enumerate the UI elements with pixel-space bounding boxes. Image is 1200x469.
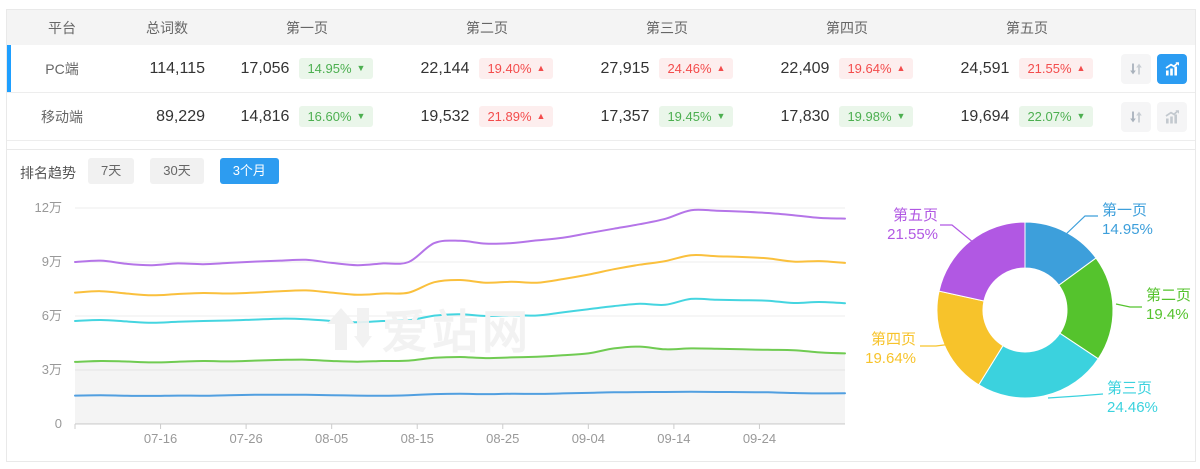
bar-chart-icon xyxy=(1165,109,1179,123)
section-divider xyxy=(7,149,1195,150)
col-header-platform: 平台 xyxy=(48,19,76,36)
col-header-page2: 第二页 xyxy=(466,19,508,36)
total-words-value: 89,229 xyxy=(156,107,205,125)
svg-text:19.64%: 19.64% xyxy=(865,350,916,367)
col-header-total: 总词数 xyxy=(146,19,188,36)
platform-name: PC端 xyxy=(45,60,79,77)
tab-3-months[interactable]: 3个月 xyxy=(219,158,279,184)
page3-count: 17,357 xyxy=(600,107,650,125)
page4-cell: 17,830 19.98% ▼ xyxy=(757,106,937,127)
page3-change-badge: 24.46% ▲ xyxy=(659,58,734,79)
svg-text:09-14: 09-14 xyxy=(657,431,690,446)
page1-cell: 17,056 14.95% ▼ xyxy=(217,58,397,79)
svg-text:08-15: 08-15 xyxy=(401,431,434,446)
sort-updown-button[interactable] xyxy=(1121,101,1151,132)
page3-cell: 17,357 19.45% ▼ xyxy=(577,106,757,127)
page2-cell: 19,532 21.89% ▲ xyxy=(397,106,577,127)
trend-arrow-icon: ▲ xyxy=(536,63,546,73)
svg-text:0: 0 xyxy=(55,416,62,431)
show-trend-chart-button[interactable] xyxy=(1157,53,1187,84)
page5-change-badge: 21.55% ▲ xyxy=(1019,58,1094,79)
svg-text:14.95%: 14.95% xyxy=(1102,221,1153,238)
sort-updown-button[interactable] xyxy=(1121,53,1151,84)
svg-text:第三页: 第三页 xyxy=(1107,379,1152,397)
trend-arrow-icon: ▲ xyxy=(716,63,726,73)
bar-chart-icon xyxy=(1165,61,1179,75)
row-actions xyxy=(1117,101,1195,132)
page5-count: 24,591 xyxy=(960,59,1010,77)
page3-change-badge: 19.45% ▼ xyxy=(659,106,734,127)
svg-text:第一页: 第一页 xyxy=(1102,201,1147,219)
page2-change-badge: 21.89% ▲ xyxy=(479,106,554,127)
tab-7-days[interactable]: 7天 xyxy=(88,158,135,184)
svg-text:第二页: 第二页 xyxy=(1146,286,1191,304)
page4-count: 17,830 xyxy=(780,107,830,125)
page1-count: 14,816 xyxy=(240,107,290,125)
page5-change-badge: 22.07% ▼ xyxy=(1019,106,1094,127)
page5-cell: 24,591 21.55% ▲ xyxy=(937,58,1117,79)
total-words-value: 114,115 xyxy=(149,59,205,77)
svg-text:第四页: 第四页 xyxy=(871,330,916,348)
page1-change-badge: 14.95% ▼ xyxy=(299,58,374,79)
table-header: 平台 总词数 第一页 第二页 第三页 第四页 第五页 xyxy=(7,10,1195,45)
page4-change-badge: 19.64% ▲ xyxy=(839,58,914,79)
time-range-tabs: 7天 30天 3个月 xyxy=(88,158,279,184)
svg-text:24.46%: 24.46% xyxy=(1107,399,1158,416)
trend-section-title: 排名趋势 xyxy=(20,165,76,181)
page5-cell: 19,694 22.07% ▼ xyxy=(937,106,1117,127)
table-row-pc[interactable]: PC端 114,115 17,056 14.95% ▼ 22,144 19.40%… xyxy=(7,45,1195,93)
svg-text:12万: 12万 xyxy=(35,200,62,215)
page2-count: 22,144 xyxy=(420,59,470,77)
col-header-page1: 第一页 xyxy=(286,19,328,36)
page2-change-badge: 19.40% ▲ xyxy=(479,58,554,79)
page-share-donut-chart[interactable]: 第一页 14.95% 第二页 19.4% 第三页 24.46% 第四页 19.64% 第五页 21… xyxy=(860,188,1198,460)
trend-arrow-icon: ▼ xyxy=(716,111,726,121)
trend-arrow-icon: ▲ xyxy=(536,111,546,121)
page2-cell: 22,144 19.40% ▲ xyxy=(397,58,577,79)
platform-name: 移动端 xyxy=(41,108,83,125)
page3-count: 27,915 xyxy=(600,59,650,77)
svg-text:19.4%: 19.4% xyxy=(1146,306,1189,323)
svg-text:09-24: 09-24 xyxy=(743,431,776,446)
table-row-mobile[interactable]: 移动端 89,229 14,816 16.60% ▼ 19,532 21.89% ▲… xyxy=(7,93,1195,141)
trend-arrow-icon: ▲ xyxy=(1076,63,1086,73)
trend-arrow-icon: ▼ xyxy=(896,111,906,121)
page1-change-badge: 16.60% ▼ xyxy=(299,106,374,127)
trend-arrow-icon: ▼ xyxy=(356,111,366,121)
row-actions xyxy=(1117,53,1195,84)
page4-change-badge: 19.98% ▼ xyxy=(839,106,914,127)
svg-text:9万: 9万 xyxy=(42,254,62,269)
svg-text:3万: 3万 xyxy=(42,362,62,377)
svg-text:07-16: 07-16 xyxy=(144,431,177,446)
sort-updown-icon xyxy=(1130,63,1142,74)
tab-30-days[interactable]: 30天 xyxy=(150,158,204,184)
svg-text:07-26: 07-26 xyxy=(229,431,262,446)
svg-text:第五页: 第五页 xyxy=(893,206,938,224)
page1-cell: 14,816 16.60% ▼ xyxy=(217,106,397,127)
svg-text:08-25: 08-25 xyxy=(486,431,519,446)
trend-arrow-icon: ▼ xyxy=(356,63,366,73)
svg-text:08-05: 08-05 xyxy=(315,431,348,446)
page2-count: 19,532 xyxy=(420,107,470,125)
sort-updown-icon xyxy=(1130,111,1142,122)
col-header-page5: 第五页 xyxy=(1006,19,1048,36)
rank-trend-line-chart[interactable]: 0 3万 6万 9万 12万 07-16 07-26 08-05 08-15 08-25 09-04… xyxy=(0,188,860,466)
page3-cell: 27,915 24.46% ▲ xyxy=(577,58,757,79)
page1-count: 17,056 xyxy=(240,59,290,77)
trend-arrow-icon: ▲ xyxy=(896,63,906,73)
svg-text:09-04: 09-04 xyxy=(572,431,605,446)
svg-text:6万: 6万 xyxy=(42,308,62,323)
col-header-page4: 第四页 xyxy=(826,19,868,36)
trend-arrow-icon: ▼ xyxy=(1076,111,1086,121)
show-trend-chart-button[interactable] xyxy=(1157,101,1187,132)
col-header-page3: 第三页 xyxy=(646,19,688,36)
page4-count: 22,409 xyxy=(780,59,830,77)
page4-cell: 22,409 19.64% ▲ xyxy=(757,58,937,79)
page5-count: 19,694 xyxy=(960,107,1010,125)
svg-text:21.55%: 21.55% xyxy=(887,226,938,243)
